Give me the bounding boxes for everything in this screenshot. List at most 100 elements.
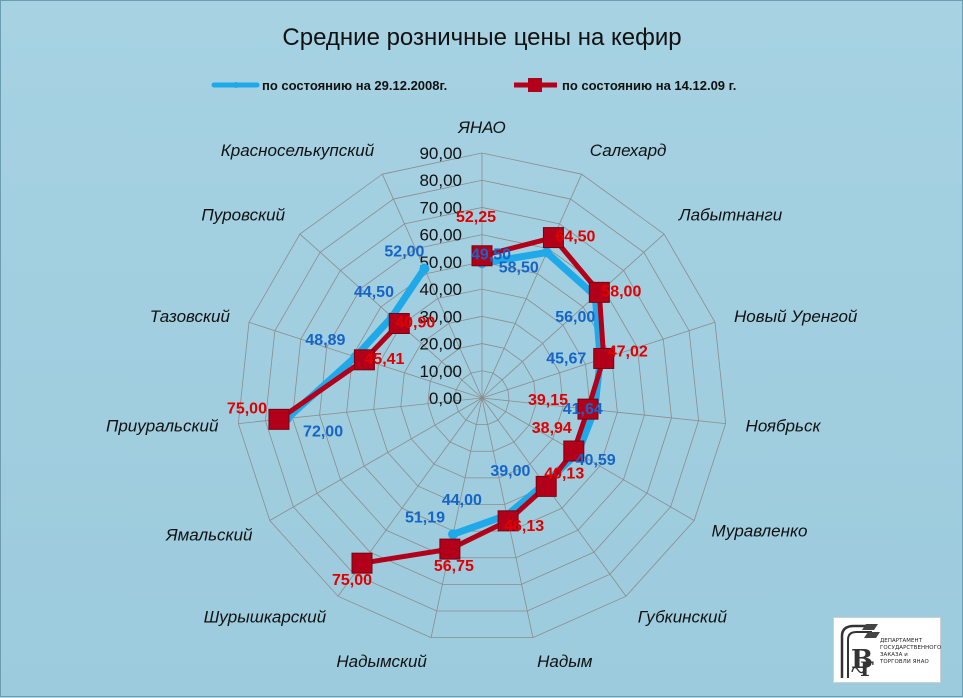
data-point <box>353 349 375 371</box>
data-label: 58,00 <box>601 283 641 300</box>
grid-ring <box>427 343 537 452</box>
data-point <box>388 312 410 334</box>
department-logo: В Г ДЕПАРТАМЕНТ ГОСУДАРСТВЕННОГО ЗАКАЗА … <box>833 617 941 683</box>
tick-label: 40,00 <box>419 280 462 299</box>
data-label: 41,64 <box>563 401 603 418</box>
data-label: 64,50 <box>555 229 595 246</box>
data-point <box>448 529 459 540</box>
data-point <box>577 398 599 420</box>
tick-label: 10,00 <box>419 362 462 381</box>
category-label: Новый Уренгой <box>734 307 858 326</box>
grid-ring <box>292 207 672 585</box>
grid-ring <box>373 288 591 505</box>
data-label: 48,89 <box>305 332 345 349</box>
data-label: 49,50 <box>471 246 511 263</box>
tick-label: 0,00 <box>429 389 462 408</box>
category-label: ЯНАО <box>457 118 505 137</box>
category-label: Приуральский <box>106 417 219 436</box>
legend-entry-series-2: по состоянию на 14.12.09 г. <box>514 78 736 93</box>
category-label: Тазовский <box>150 307 231 326</box>
data-label: 44,00 <box>442 492 482 509</box>
logo-line-3: ЗАКАЗА и ТОРГОВЛИ ЯНАО <box>880 652 929 665</box>
category-label: Ноябрьск <box>746 417 822 436</box>
data-point <box>541 247 552 258</box>
grid-ring <box>265 179 699 612</box>
data-label: 72,00 <box>303 423 343 440</box>
data-point <box>351 552 373 574</box>
data-point <box>593 347 615 369</box>
grid-spoke <box>381 174 483 399</box>
category-labels: ЯНАО Салехард Лабытнанги Новый Уренгой Ноябр… <box>106 118 858 671</box>
data-point <box>419 263 430 274</box>
grid-ring <box>319 234 645 559</box>
data-point <box>535 475 557 497</box>
tick-label: 30,00 <box>419 307 462 326</box>
legend-entry-series-1: по состоянию на 29.12.2008г. <box>211 78 447 93</box>
category-label: Салехард <box>590 141 667 160</box>
data-label: 51,19 <box>405 509 445 526</box>
data-label: 56,75 <box>434 558 474 575</box>
data-point <box>471 245 493 267</box>
legend: по состоянию на 29.12.2008г. по состояни… <box>211 78 736 93</box>
data-series <box>268 227 615 574</box>
department-emblem-icon: В Г <box>840 624 880 680</box>
series-2 <box>268 227 615 574</box>
data-label: 44,50 <box>354 284 394 301</box>
data-label: 75,00 <box>332 572 372 589</box>
grid-spoke <box>481 397 726 425</box>
data-label: 40,59 <box>576 452 616 469</box>
data-point <box>268 408 290 430</box>
category-label: Надымский <box>336 652 427 671</box>
grid-spoke <box>430 397 483 638</box>
legend-label-series-2: по состоянию на 14.12.09 г. <box>562 78 736 93</box>
category-label: Шурышкарский <box>204 607 327 626</box>
data-label: 58,50 <box>499 260 539 277</box>
data-label: 46,13 <box>504 518 544 535</box>
data-point <box>563 440 585 462</box>
grid-spoke <box>481 233 665 399</box>
tick-label: 50,00 <box>419 253 462 272</box>
data-label: 45,67 <box>546 351 586 368</box>
grid-spoke <box>481 397 627 597</box>
data-point <box>588 281 610 303</box>
category-label: Лабытнанги <box>678 206 783 225</box>
grid-ring <box>237 152 727 639</box>
grid-spoke <box>481 174 583 399</box>
data-label: 39,00 <box>490 463 530 480</box>
data-label: 45,41 <box>364 351 404 368</box>
category-label: Муравленко <box>711 522 807 541</box>
data-label: 40,13 <box>544 465 584 482</box>
data-label: 39,15 <box>528 392 568 409</box>
data-label: 52,25 <box>456 209 496 226</box>
grid-spoke <box>481 397 695 521</box>
category-label: Губкинский <box>638 607 728 626</box>
grid-spoke <box>269 397 483 521</box>
category-label: Пуровский <box>201 206 285 225</box>
data-point <box>439 538 461 560</box>
svg-text:Г: Г <box>860 657 874 680</box>
logo-line-1: ДЕПАРТАМЕНТ <box>880 638 923 644</box>
data-label: 52,00 <box>384 244 424 261</box>
data-point <box>497 510 519 532</box>
data-point <box>542 227 564 249</box>
grid-ring <box>454 370 510 426</box>
logo-line-2: ГОСУДАРСТВЕННОГО <box>880 645 942 651</box>
tick-label: 70,00 <box>419 198 462 217</box>
chart-title: Средние розничные цены на кефир <box>282 24 681 51</box>
data-label: 40,90 <box>395 314 435 331</box>
tick-label: 60,00 <box>419 226 462 245</box>
tick-label: 90,00 <box>419 144 462 163</box>
logo-text: ДЕПАРТАМЕНТ ГОСУДАРСТВЕННОГО ЗАКАЗА и ТО… <box>880 638 942 666</box>
grid-ring <box>400 315 564 479</box>
tick-label: 80,00 <box>419 171 462 190</box>
tick-label: 20,00 <box>419 335 462 354</box>
legend-label-series-1: по состоянию на 29.12.2008г. <box>262 78 447 93</box>
data-label: 75,00 <box>227 400 267 417</box>
category-label: Надым <box>537 652 593 671</box>
data-label: 38,94 <box>532 420 572 437</box>
category-label: Ямальский <box>165 526 253 545</box>
category-label: Красноселькупский <box>221 141 375 160</box>
